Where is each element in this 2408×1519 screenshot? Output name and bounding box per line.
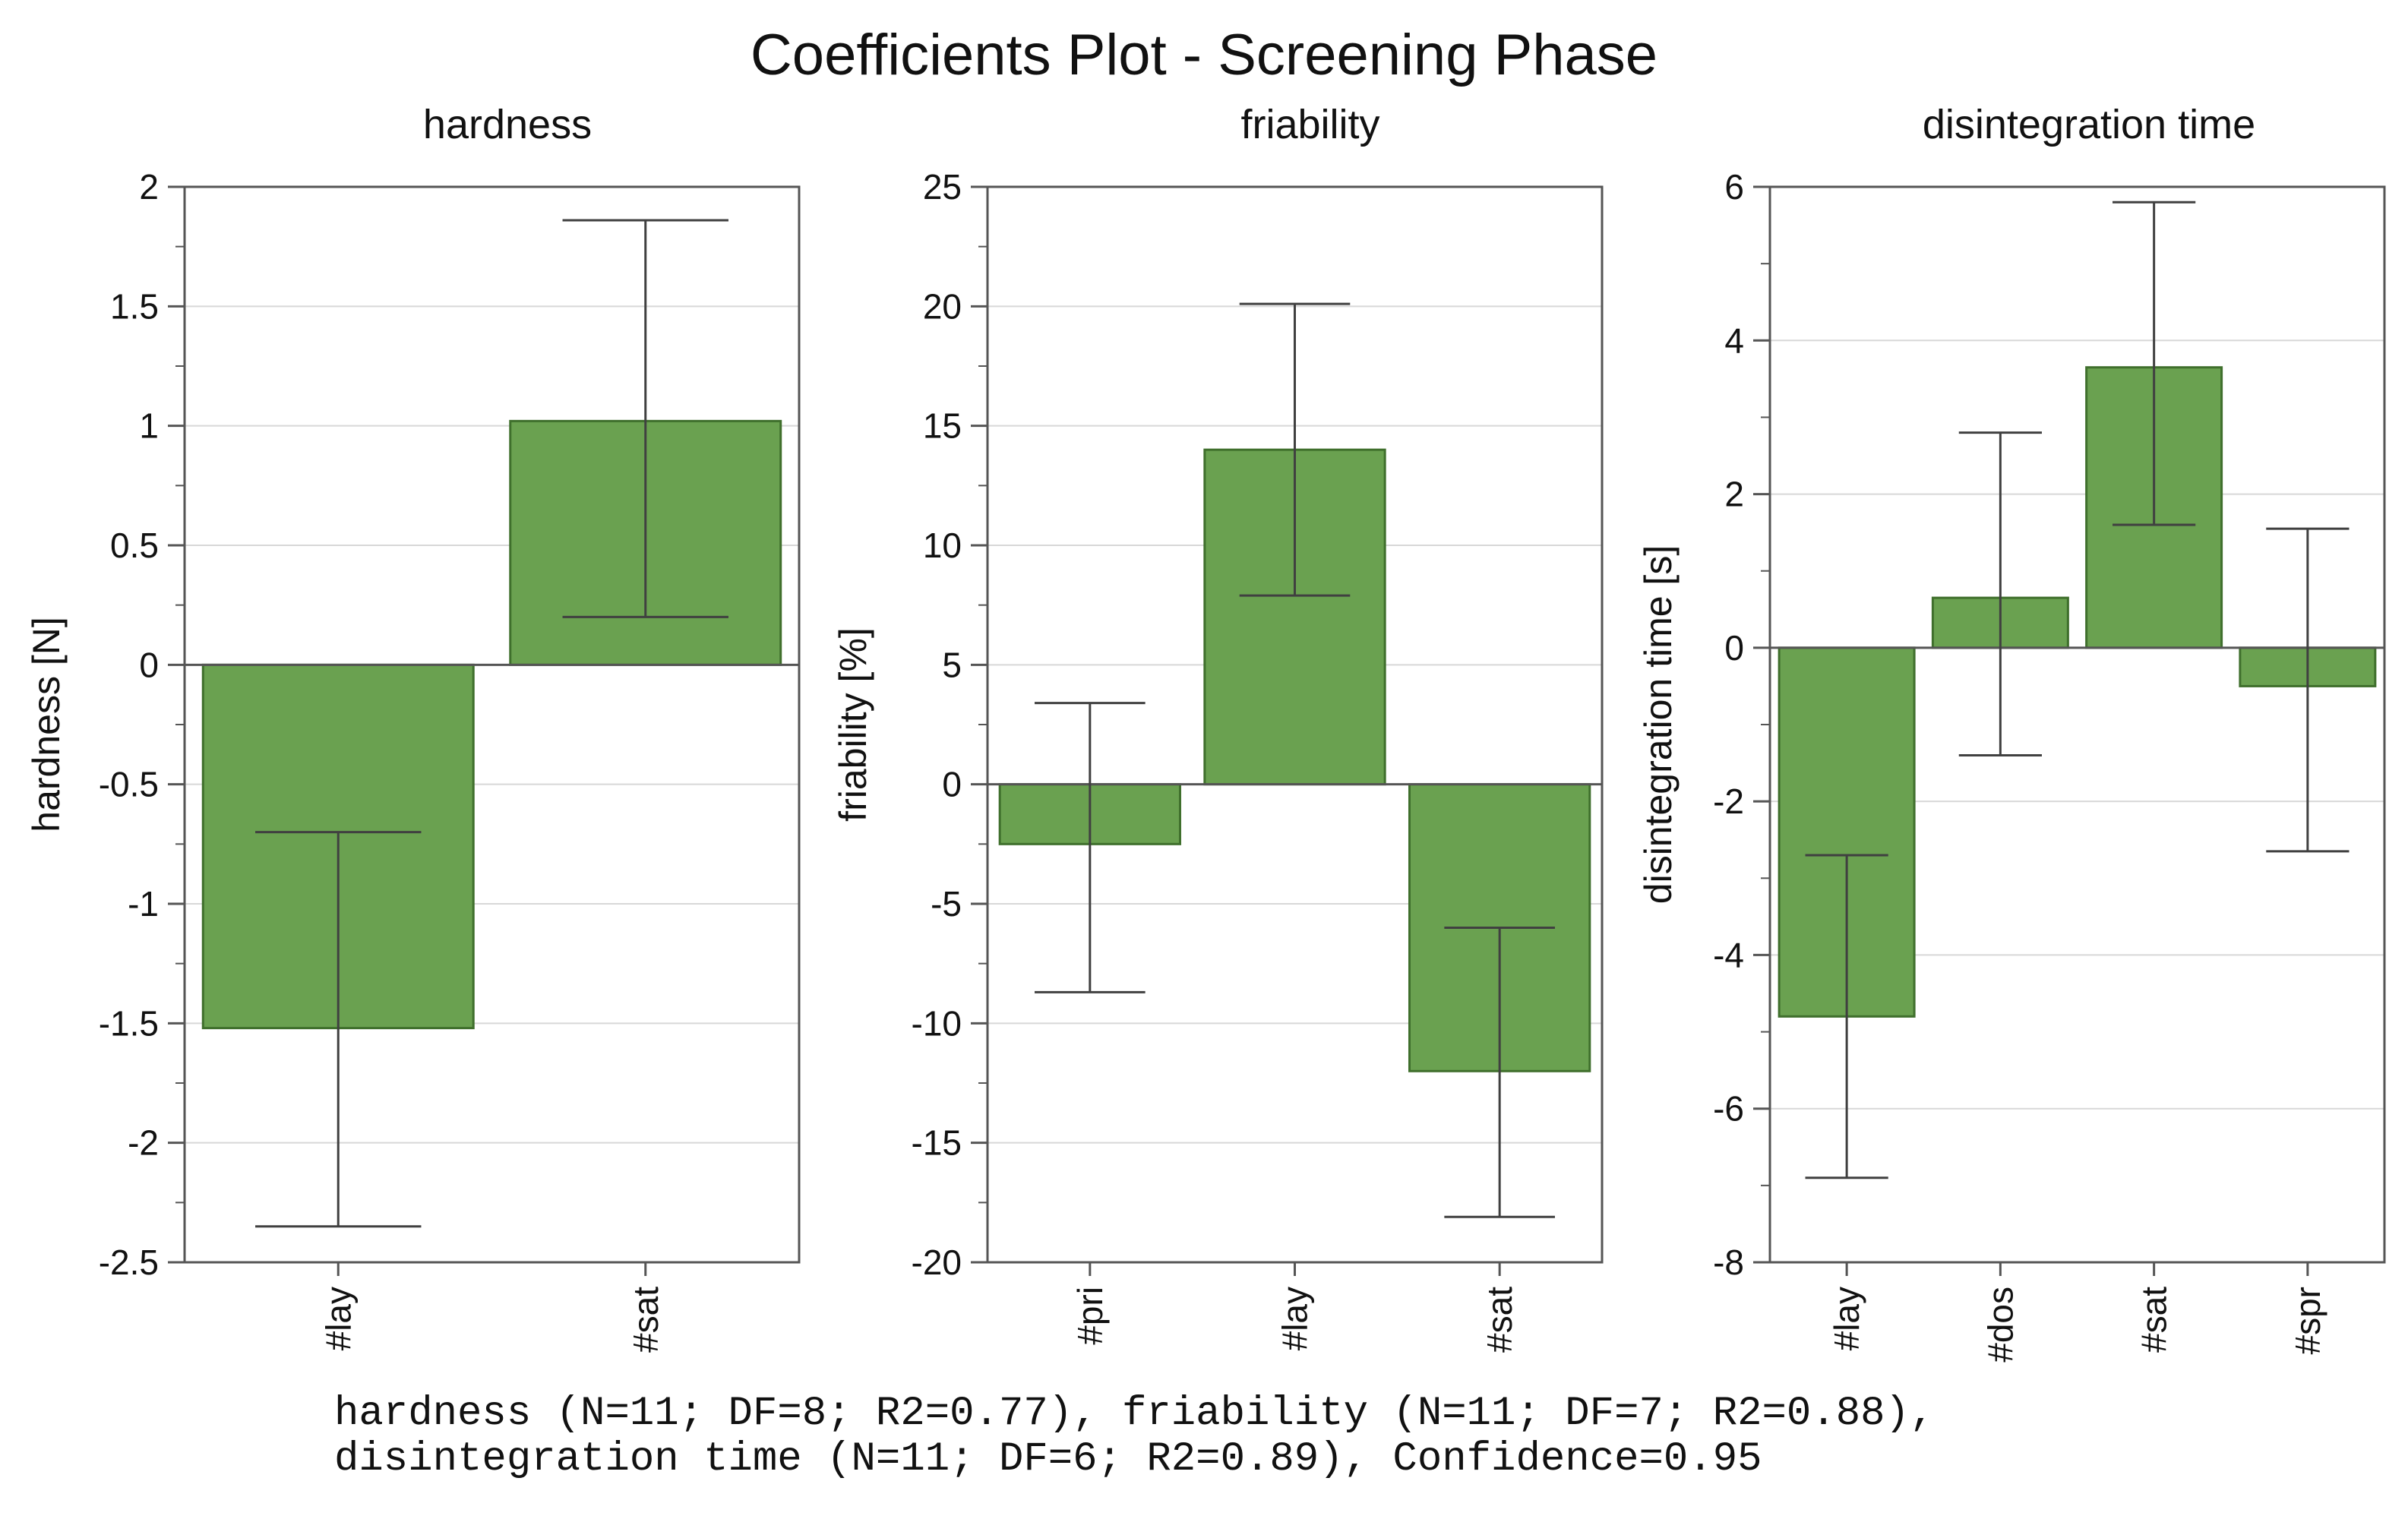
panel-title-disintegration-time: disintegration time — [1923, 102, 2255, 147]
y-tick-label: -6 — [1713, 1089, 1744, 1129]
footnote-line-1: hardness (N=11; DF=8; R2=0.77), friabili… — [334, 1391, 1934, 1437]
y-axis-label-disintegration-time: disintegration time [s] — [1637, 545, 1680, 904]
y-tick-label: 6 — [1724, 167, 1744, 207]
y-tick-label: 2 — [1724, 475, 1744, 514]
y-tick-label: 0 — [139, 645, 159, 684]
x-tick-label-lay: #lay — [1827, 1287, 1866, 1350]
y-tick-label: -1.5 — [99, 1003, 159, 1043]
y-tick-label: -20 — [912, 1243, 962, 1282]
x-tick-label-lay: #lay — [1275, 1287, 1315, 1350]
y-tick-label: 25 — [923, 167, 962, 207]
y-tick-label: 1.5 — [110, 286, 159, 326]
plot-frame — [1768, 185, 2386, 1264]
panel-title-friability: friability — [1240, 102, 1379, 147]
y-tick-label: -2.5 — [99, 1243, 159, 1282]
y-tick-label: -5 — [931, 884, 962, 924]
error-bar-spr — [2266, 527, 2350, 853]
y-tick-label: -8 — [1713, 1243, 1744, 1282]
error-bar-sat — [1444, 926, 1555, 1218]
y-tick-label: 0 — [1724, 628, 1744, 668]
x-tick-label-sat: #sat — [1480, 1287, 1519, 1353]
error-bar-dos — [1958, 431, 2042, 756]
x-tick-label-sat: #sat — [2135, 1287, 2174, 1353]
y-tick-label: -2 — [1713, 782, 1744, 821]
chart-panels: hardness hardness [N] 2 1.5 1 0.5 0 -0.5 -1 -1.5 -… — [25, 102, 2386, 1363]
figure-title: Coefficients Plot - Screening Phase — [751, 23, 1657, 87]
y-tick-label: 15 — [923, 406, 962, 446]
x-tick-label-sat: #sat — [626, 1287, 665, 1353]
y-tick-label: -4 — [1713, 935, 1744, 974]
y-tick-label: 20 — [923, 286, 962, 326]
plot-frame — [183, 185, 801, 1264]
y-tick-label: 0.5 — [110, 526, 159, 565]
y-tick-label: -2 — [128, 1123, 159, 1163]
y-tick-label: 4 — [1724, 321, 1744, 360]
y-tick-label: -10 — [912, 1003, 962, 1043]
y-tick-label: -0.5 — [99, 765, 159, 804]
y-tick-label: 1 — [139, 406, 159, 446]
error-bar-lay — [255, 831, 422, 1228]
y-axis-label-hardness: hardness [N] — [25, 617, 68, 832]
y-tick-label: 10 — [923, 526, 962, 565]
x-tick-label-dos: #dos — [1980, 1287, 2020, 1363]
x-tick-label-pri: #pri — [1070, 1287, 1110, 1345]
error-bar-pri — [1035, 702, 1146, 993]
y-tick-label: -15 — [912, 1123, 962, 1163]
y-tick-label: -1 — [128, 884, 159, 924]
panel-disintegration-time: disintegration time disintegration time [… — [1637, 102, 2386, 1363]
error-bar-sat — [562, 219, 728, 618]
y-axis-label-friability: friability [%] — [832, 627, 874, 822]
error-bar-lay — [1239, 302, 1351, 597]
y-tick-label: 2 — [139, 167, 159, 207]
y-tick-label: 5 — [942, 645, 962, 684]
y-tick-label: 0 — [942, 765, 962, 804]
panel-friability: friability friability [%] 25 20 15 10 5 0 -5 -10 -… — [832, 102, 1604, 1353]
x-tick-label-spr: #spr — [2288, 1287, 2327, 1354]
error-bar-lay — [1805, 854, 1888, 1180]
footnote-line-2: disintegration time (N=11; DF=6; R2=0.89… — [334, 1436, 1762, 1483]
panel-title-hardness: hardness — [423, 102, 592, 147]
panel-hardness: hardness hardness [N] 2 1.5 1 0.5 0 -0.5 -1 -1.5 -… — [25, 102, 801, 1353]
error-bar-sat — [2113, 201, 2196, 526]
x-tick-label-lay: #lay — [318, 1287, 358, 1350]
